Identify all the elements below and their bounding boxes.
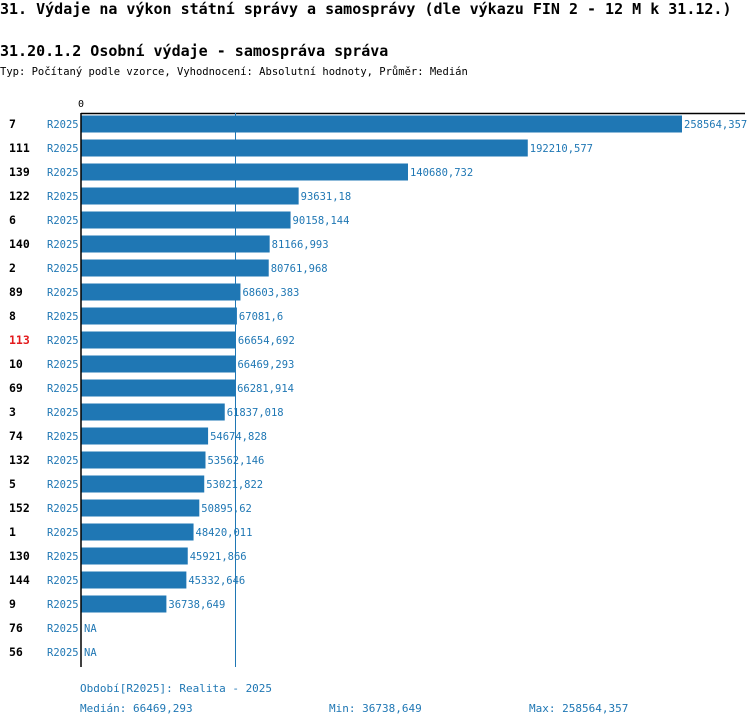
category-label: 7 [9, 117, 16, 131]
bar [81, 499, 200, 517]
category-label: 1 [9, 525, 16, 539]
series-label: R2025 [47, 647, 79, 659]
value-label: 192210,577 [530, 143, 593, 155]
value-label: 140680,732 [410, 167, 473, 179]
bar [81, 283, 241, 301]
value-label: 61837,018 [227, 407, 284, 419]
value-label: 53562,146 [207, 455, 264, 467]
category-label: 140 [9, 237, 30, 251]
bar [81, 187, 299, 205]
value-label: 53021,822 [206, 479, 263, 491]
value-label: 81166,993 [272, 239, 329, 251]
series-label: R2025 [47, 215, 79, 227]
category-label: 74 [9, 429, 23, 443]
value-label: 68603,383 [242, 287, 299, 299]
value-label: 66281,914 [237, 383, 294, 395]
value-label: NA [84, 647, 97, 659]
footer-min: Min: 36738,649 [329, 702, 422, 715]
category-label: 3 [9, 405, 16, 419]
category-label: 5 [9, 477, 16, 491]
category-label: 111 [9, 141, 30, 155]
category-label: 2 [9, 261, 16, 275]
category-label: 69 [9, 381, 23, 395]
value-label: 48420,011 [196, 527, 253, 539]
category-label: 152 [9, 501, 30, 515]
value-label: 80761,968 [271, 263, 328, 275]
category-label: 130 [9, 549, 30, 563]
value-label: 36738,649 [168, 599, 225, 611]
series-label: R2025 [47, 143, 79, 155]
series-label: R2025 [47, 263, 79, 275]
series-label: R2025 [47, 407, 79, 419]
category-label: 76 [9, 621, 23, 635]
bar [81, 427, 209, 445]
series-label: R2025 [47, 599, 79, 611]
series-label: R2025 [47, 239, 79, 251]
category-label: 144 [9, 573, 30, 587]
footer-period: Období[R2025]: Realita - 2025 [80, 682, 273, 695]
series-label: R2025 [47, 551, 79, 563]
value-label: 45332,646 [188, 575, 245, 587]
series-label: R2025 [47, 359, 79, 371]
value-label: 90158,144 [293, 215, 350, 227]
value-label: 93631,18 [301, 191, 352, 203]
value-label: 66654,692 [238, 335, 295, 347]
bar [81, 163, 408, 181]
category-label: 139 [9, 165, 30, 179]
category-label: 6 [9, 213, 16, 227]
series-label: R2025 [47, 455, 79, 467]
series-label: R2025 [47, 383, 79, 395]
series-label: R2025 [47, 191, 79, 203]
bar [81, 451, 206, 469]
bar [81, 331, 236, 349]
series-label: R2025 [47, 119, 79, 131]
bar [81, 403, 225, 421]
series-label: R2025 [47, 479, 79, 491]
value-label: 54674,828 [210, 431, 267, 443]
page-title: 31. Výdaje na výkon státní správy a samo… [0, 0, 732, 18]
value-label: 45921,866 [190, 551, 247, 563]
bar [81, 379, 236, 397]
series-label: R2025 [47, 431, 79, 443]
category-label: 9 [9, 597, 16, 611]
series-label: R2025 [47, 335, 79, 347]
value-label: 50895,62 [201, 503, 252, 515]
category-label: 89 [9, 285, 23, 299]
category-label: 113 [9, 333, 30, 347]
category-label: 10 [9, 357, 23, 371]
bar [81, 211, 291, 229]
bar [81, 235, 270, 253]
category-label: 122 [9, 189, 30, 203]
bar [81, 259, 269, 277]
bar [81, 115, 682, 133]
series-label: R2025 [47, 527, 79, 539]
value-label: 66469,293 [237, 359, 294, 371]
bar [81, 523, 194, 541]
series-label: R2025 [47, 167, 79, 179]
value-label: 258564,357 [684, 119, 747, 131]
series-label: R2025 [47, 623, 79, 635]
series-label: R2025 [47, 287, 79, 299]
category-label: 56 [9, 645, 23, 659]
value-label: NA [84, 623, 97, 635]
category-label: 8 [9, 309, 16, 323]
footer-max: Max: 258564,357 [529, 702, 629, 715]
bar [81, 307, 237, 325]
chart-title: 31.20.1.2 Osobní výdaje - samospráva spr… [0, 42, 389, 60]
bar [81, 571, 187, 589]
value-label: 67081,6 [239, 311, 283, 323]
footer-median: Medián: 66469,293 [80, 702, 193, 715]
bar [81, 595, 167, 613]
axis-zero-label: 0 [78, 99, 84, 110]
series-label: R2025 [47, 503, 79, 515]
bar [81, 355, 236, 373]
chart-type-line: Typ: Počítaný podle vzorce, Vyhodnocení:… [0, 66, 468, 78]
series-label: R2025 [47, 311, 79, 323]
bar [81, 139, 528, 157]
bar [81, 475, 205, 493]
category-label: 132 [9, 453, 30, 467]
series-label: R2025 [47, 575, 79, 587]
bar [81, 547, 188, 565]
